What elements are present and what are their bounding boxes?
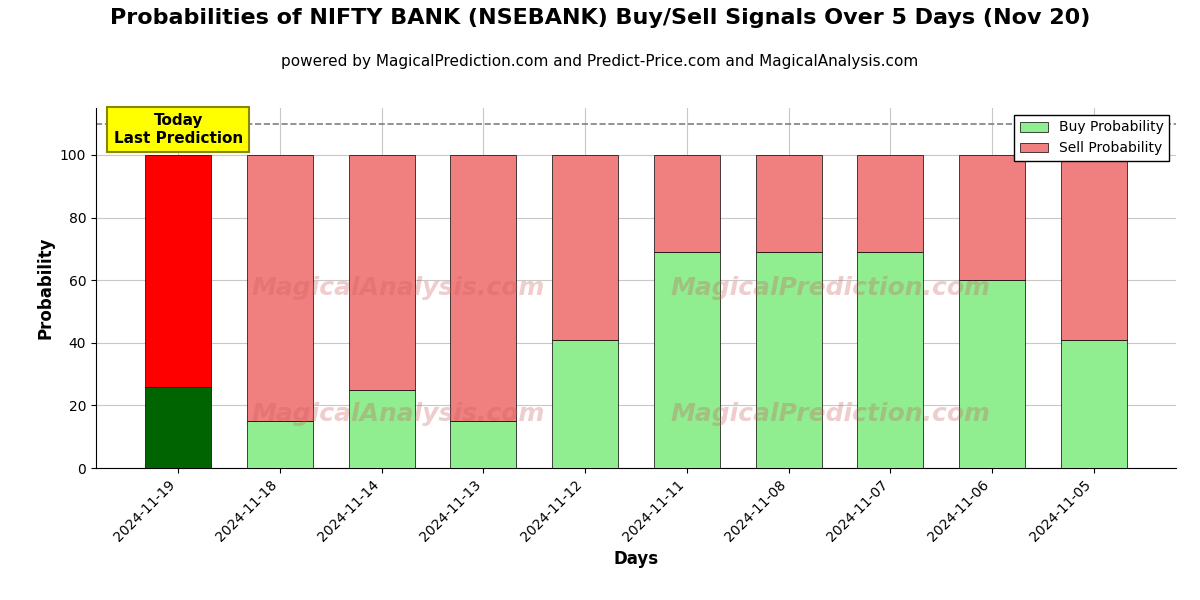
- Bar: [552, 340, 618, 468]
- Text: Probabilities of NIFTY BANK (NSEBANK) Buy/Sell Signals Over 5 Days (Nov 20): Probabilities of NIFTY BANK (NSEBANK) Bu…: [110, 8, 1090, 28]
- Bar: [959, 280, 1025, 468]
- Bar: [348, 155, 415, 390]
- Text: MagicalAnalysis.com: MagicalAnalysis.com: [252, 276, 545, 300]
- Bar: [959, 155, 1025, 280]
- Text: MagicalAnalysis.com: MagicalAnalysis.com: [252, 402, 545, 426]
- Bar: [450, 155, 516, 421]
- X-axis label: Days: Days: [613, 550, 659, 568]
- Bar: [145, 386, 211, 468]
- Bar: [857, 252, 924, 468]
- Bar: [756, 252, 822, 468]
- Bar: [654, 252, 720, 468]
- Bar: [1061, 340, 1127, 468]
- Text: powered by MagicalPrediction.com and Predict-Price.com and MagicalAnalysis.com: powered by MagicalPrediction.com and Pre…: [281, 54, 919, 69]
- Bar: [1061, 155, 1127, 340]
- Bar: [857, 155, 924, 252]
- Text: MagicalPrediction.com: MagicalPrediction.com: [671, 402, 990, 426]
- Bar: [348, 390, 415, 468]
- Bar: [450, 421, 516, 468]
- Legend: Buy Probability, Sell Probability: Buy Probability, Sell Probability: [1014, 115, 1169, 161]
- Y-axis label: Probability: Probability: [36, 237, 54, 339]
- Bar: [654, 155, 720, 252]
- Bar: [247, 155, 313, 421]
- Bar: [247, 421, 313, 468]
- Bar: [552, 155, 618, 340]
- Bar: [145, 155, 211, 386]
- Text: MagicalPrediction.com: MagicalPrediction.com: [671, 276, 990, 300]
- Text: Today
Last Prediction: Today Last Prediction: [114, 113, 242, 146]
- Bar: [756, 155, 822, 252]
